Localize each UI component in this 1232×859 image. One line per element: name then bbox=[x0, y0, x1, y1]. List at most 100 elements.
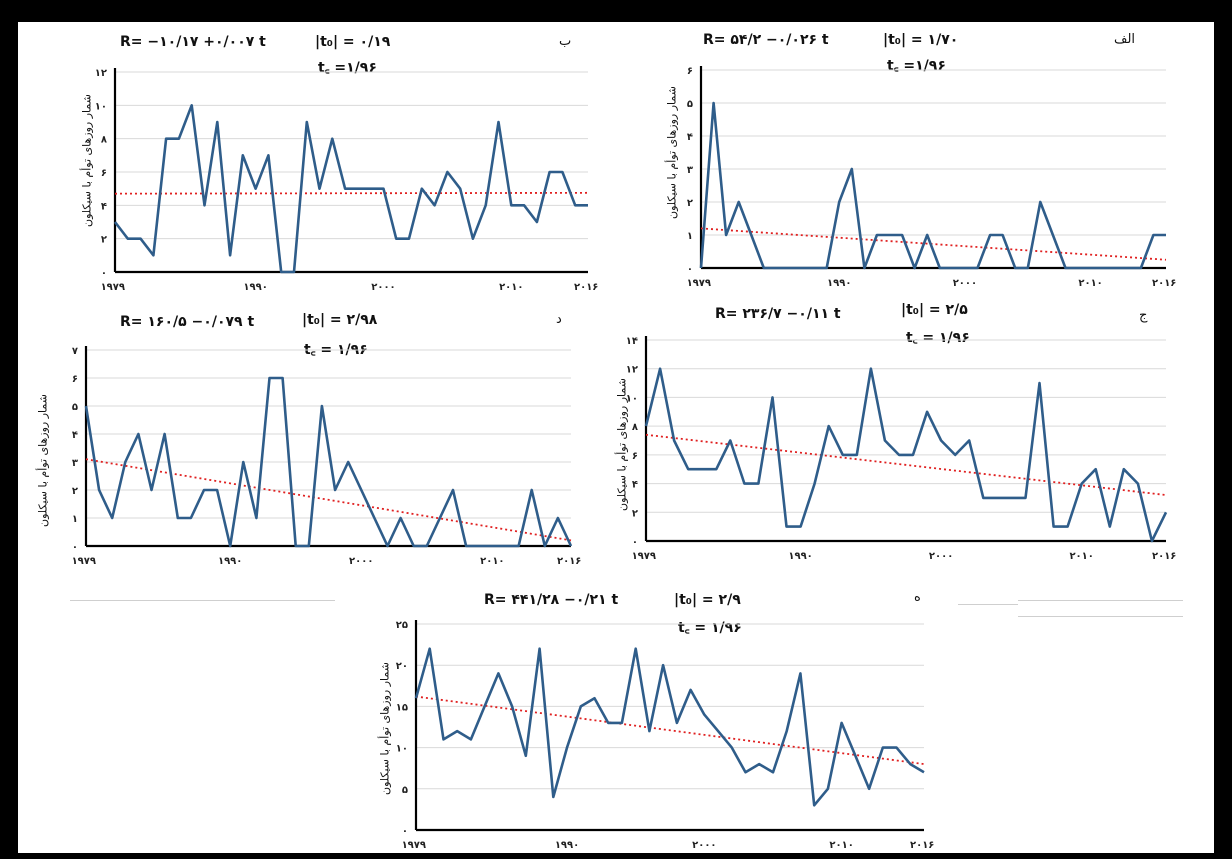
chart-panel-jim: R= ۲۳۶/۷ −۰/۱۱ t |t₀| = ۲/۵ t꜀ = ۱/۹۶ ج … bbox=[601, 296, 1181, 562]
y-tick-label: ۶ bbox=[101, 168, 107, 179]
t-observed-value: |t₀| = ۲/۹۸ bbox=[302, 312, 378, 328]
series-line bbox=[414, 647, 925, 807]
chart-panel-dal: R= ۱۶۰/۵ −۰/۰۷۹ t |t₀| = ۲/۹۸ t꜀ = ۱/۹۶ … bbox=[26, 302, 596, 567]
series-line bbox=[699, 101, 1166, 270]
x-tick-label: ۲۰۱۶ bbox=[557, 556, 581, 567]
x-tick-label: ۲۰۱۰ bbox=[1069, 551, 1093, 562]
x-tick-label: ۲۰۱۶ bbox=[910, 840, 934, 851]
panel-label: ب bbox=[559, 34, 572, 49]
regression-equation: R= ۱۶۰/۵ −۰/۰۷۹ t bbox=[120, 314, 255, 330]
x-tick-label: ۲۰۰۰ bbox=[349, 556, 373, 567]
y-tick-label: ۱۰ bbox=[396, 744, 408, 755]
x-tick-label: ۲۰۰۰ bbox=[692, 840, 716, 851]
x-tick-label: ۲۰۱۶ bbox=[1152, 551, 1176, 562]
y-tick-label: ۰ bbox=[72, 542, 78, 553]
y-tick-label: ۵ bbox=[687, 99, 693, 110]
divider-line bbox=[70, 600, 335, 601]
plot-svg: ۰ ۱ ۲ ۳ ۴ ۵ ۶ ۱۹۷۹ ۱۹۹۰ ۲۰۰۰ ۲۰۱۰ ۲۰۱۶ bbox=[687, 66, 1176, 289]
y-tick-label: ۰ bbox=[101, 268, 107, 279]
x-tick-label: ۱۹۹۰ bbox=[555, 840, 579, 851]
y-tick-label: ۲ bbox=[72, 486, 78, 497]
y-tick-label: ۱۵ bbox=[396, 702, 408, 713]
panel-label: ج bbox=[1139, 308, 1148, 323]
y-tick-label: ۵ bbox=[72, 402, 78, 413]
divider-line bbox=[958, 604, 1018, 605]
regression-equation: R= ۴۴۱/۲۸ −۰/۲۱ t bbox=[484, 592, 619, 608]
y-tick-label: ۱۲ bbox=[95, 68, 107, 79]
x-tick-label: ۲۰۱۰ bbox=[829, 840, 853, 851]
y-tick-label: ۲۰ bbox=[396, 661, 408, 672]
y-tick-label: ۰ bbox=[632, 537, 638, 548]
panel-label: الف bbox=[1114, 32, 1136, 47]
series-line bbox=[644, 367, 1168, 543]
y-tick-label: ۱۴ bbox=[626, 336, 638, 347]
t-observed-value: |t₀| = ۱/۷۰ bbox=[883, 32, 959, 48]
y-tick-label: ۳ bbox=[72, 458, 78, 469]
x-tick-label: ۱۹۹۰ bbox=[827, 278, 851, 289]
trend-line bbox=[645, 433, 1167, 496]
y-tick-label: ۱ bbox=[687, 231, 693, 242]
x-tick-label: ۱۹۷۹ bbox=[687, 278, 711, 289]
chart-panel-be: R= −۱۰/۱۷ +۰/۰۰۷ t |t₀| = ۰/۱۹ t꜀ =۱/۹۶ … bbox=[70, 26, 605, 293]
x-tick-label: ۲۰۱۶ bbox=[1152, 278, 1176, 289]
t-observed-value: |t₀| = ۲/۹ bbox=[674, 592, 741, 608]
y-tick-label: ۱۰ bbox=[626, 393, 638, 404]
regression-equation: R= ۵۴/۲ −۰/۰۲۶ t bbox=[703, 32, 829, 48]
regression-equation: R= ۲۳۶/۷ −۰/۱۱ t bbox=[715, 306, 841, 322]
x-tick-label: ۲۰۱۶ bbox=[574, 282, 598, 293]
series-line bbox=[84, 376, 573, 548]
x-tick-label: ۱۹۹۰ bbox=[243, 282, 267, 293]
y-tick-label: ۸ bbox=[632, 422, 638, 433]
y-tick-label: ۴ bbox=[632, 480, 638, 491]
regression-equation: R= −۱۰/۱۷ +۰/۰۰۷ t bbox=[120, 34, 266, 50]
chart-panel-alef: R= ۵۴/۲ −۰/۰۲۶ t |t₀| = ۱/۷۰ t꜀ =۱/۹۶ ال… bbox=[651, 26, 1181, 289]
x-tick-label: ۱۹۷۹ bbox=[72, 556, 96, 567]
y-tick-label: ۸ bbox=[101, 135, 107, 146]
x-tick-label: ۱۹۷۹ bbox=[632, 551, 656, 562]
y-tick-label: ۱ bbox=[72, 514, 78, 525]
chart-panel-he: R= ۴۴۱/۲۸ −۰/۲۱ t |t₀| = ۲/۹ t꜀ = ۱/۹۶ ه… bbox=[364, 582, 956, 851]
divider-line bbox=[1018, 600, 1183, 601]
y-tick-label: ۶ bbox=[687, 66, 693, 77]
x-tick-label: ۲۰۱۰ bbox=[1078, 278, 1102, 289]
y-tick-label: ۱۲ bbox=[626, 365, 638, 376]
x-tick-label: ۲۰۱۰ bbox=[499, 282, 523, 293]
x-tick-label: ۲۰۰۰ bbox=[953, 278, 977, 289]
t-observed-value: |t₀| = ۰/۱۹ bbox=[315, 34, 391, 50]
x-tick-label: ۲۰۰۰ bbox=[929, 551, 953, 562]
t-critical-value: t꜀ = ۱/۹۶ bbox=[906, 330, 970, 346]
y-tick-label: ۰ bbox=[402, 826, 408, 837]
trend-line bbox=[415, 695, 925, 765]
y-tick-label: ۲ bbox=[632, 508, 638, 519]
y-tick-label: ۶ bbox=[72, 374, 78, 385]
x-tick-label: ۲۰۱۰ bbox=[480, 556, 504, 567]
y-tick-label: ۳ bbox=[687, 165, 693, 176]
t-observed-value: |t₀| = ۲/۵ bbox=[901, 302, 968, 318]
plot-svg: ۰ ۱ ۲ ۳ ۴ ۵ ۶ ۷ ۱۹۷۹ ۱۹۹۰ ۲۰۰۰ ۲۰۱۰ ۲۰۱۶ bbox=[72, 346, 581, 567]
panel-label: ه bbox=[914, 590, 921, 605]
y-tick-label: ۱۰ bbox=[95, 101, 107, 112]
y-tick-label: ۴ bbox=[72, 430, 78, 441]
y-tick-label: ۷ bbox=[72, 346, 78, 357]
panel-label: د bbox=[556, 312, 562, 327]
x-tick-label: ۱۹۷۹ bbox=[402, 840, 426, 851]
plot-svg: ۰ ۵ ۱۰ ۱۵ ۲۰ ۲۵ ۱۹۷۹ ۱۹۹۰ ۲۰۰۰ ۲۰۱۰ ۲۰۱۶ bbox=[396, 620, 934, 851]
divider-line bbox=[1018, 616, 1183, 617]
x-tick-label: ۱۹۹۰ bbox=[218, 556, 242, 567]
y-tick-label: ۴ bbox=[687, 132, 693, 143]
y-tick-label: ۵ bbox=[402, 785, 408, 796]
figure-frame: R= ۵۴/۲ −۰/۰۲۶ t |t₀| = ۱/۷۰ t꜀ =۱/۹۶ ال… bbox=[18, 22, 1214, 853]
y-tick-label: ۲۵ bbox=[396, 620, 408, 631]
series-line bbox=[113, 104, 588, 274]
x-tick-label: ۲۰۰۰ bbox=[371, 282, 395, 293]
plot-svg: ۰ ۲ ۴ ۶ ۸ ۱۰ ۱۲ ۱۹۷۹ ۱۹۹۰ ۲۰۰۰ ۲۰۱۰ ۲۰۱۶ bbox=[95, 68, 598, 293]
x-tick-label: ۱۹۹۰ bbox=[788, 551, 812, 562]
trend-line bbox=[114, 191, 589, 195]
y-tick-label: ۲ bbox=[687, 198, 693, 209]
trend-line bbox=[85, 458, 572, 542]
x-tick-label: ۱۹۷۹ bbox=[101, 282, 125, 293]
plot-svg: ۰ ۲ ۴ ۶ ۸ ۱۰ ۱۲ ۱۴ ۱۹۷۹ ۱۹۹۰ ۲۰۰۰ ۲۰۱۰ ۲۰۱۶ bbox=[626, 336, 1176, 562]
y-tick-label: ۴ bbox=[101, 201, 107, 212]
y-tick-label: ۰ bbox=[687, 264, 693, 275]
y-tick-label: ۶ bbox=[632, 451, 638, 462]
